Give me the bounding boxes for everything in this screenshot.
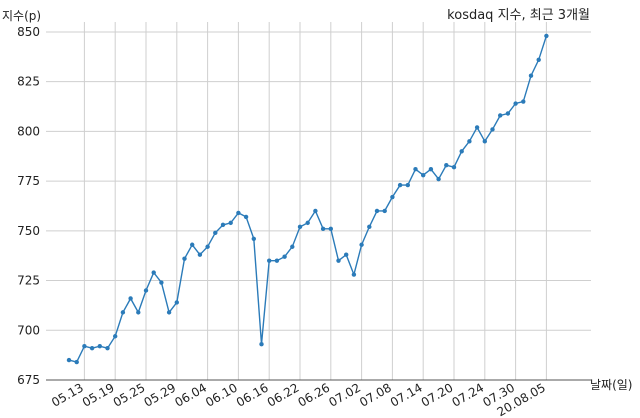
data-point: [367, 224, 372, 230]
data-point: [421, 172, 426, 178]
data-point: [151, 270, 156, 275]
data-point: [482, 139, 487, 144]
data-point: [328, 226, 333, 232]
data-point: [490, 127, 495, 132]
y-tick-label: 675: [17, 373, 40, 387]
y-tick-label: 750: [17, 224, 40, 238]
x-tick-label: 06.16: [234, 380, 271, 409]
data-point: [397, 182, 403, 188]
x-tick-label: 05.29: [142, 380, 179, 409]
x-axis-label: 날짜(일): [590, 378, 632, 392]
data-point: [213, 230, 218, 236]
x-tick-label: 07.20: [419, 380, 456, 409]
data-point: [174, 300, 179, 305]
data-point: [336, 258, 341, 263]
chart-title: kosdaq 지수, 최근 3개월: [447, 8, 590, 23]
data-point: [444, 163, 449, 168]
data-point: [282, 254, 287, 259]
data-point: [105, 345, 110, 351]
data-point: [413, 166, 418, 172]
x-tick-label: 06.22: [265, 380, 302, 409]
data-point: [251, 236, 256, 241]
data-point: [136, 310, 141, 315]
y-axis-label: 지수(p): [2, 9, 41, 23]
data-point: [536, 57, 541, 62]
data-point: [451, 164, 457, 170]
series-kosdaq: [66, 33, 549, 365]
x-tick-label: 06.10: [203, 380, 240, 409]
data-point: [474, 125, 480, 130]
data-point: [290, 244, 295, 249]
data-point: [143, 288, 149, 293]
data-point: [120, 310, 126, 315]
data-point: [505, 111, 511, 116]
y-tick-label: 800: [17, 124, 40, 138]
data-point: [159, 280, 164, 285]
y-tick-label: 725: [17, 274, 40, 288]
y-tick-label: 850: [17, 25, 40, 39]
data-point: [320, 226, 326, 232]
data-point: [390, 194, 395, 200]
grid-lines: [46, 22, 591, 381]
x-tick-label: 06.26: [296, 380, 333, 409]
data-point: [528, 73, 534, 78]
y-tick-label: 700: [17, 323, 40, 337]
data-point: [220, 222, 226, 228]
x-tick-labels: 05.1305.1905.2505.2906.0406.1006.1606.22…: [49, 380, 548, 418]
data-point: [243, 214, 249, 220]
x-tick-label: 05.13: [49, 380, 86, 409]
data-point: [544, 33, 549, 39]
x-tick-label: 07.24: [450, 380, 487, 409]
data-point: [467, 139, 472, 144]
data-point: [259, 342, 264, 347]
x-tick-label: 05.19: [80, 380, 117, 409]
data-point: [374, 208, 380, 214]
data-point: [197, 252, 203, 257]
data-point: [305, 220, 310, 226]
data-point: [313, 208, 318, 214]
data-point: [66, 357, 72, 363]
data-point: [513, 101, 518, 106]
data-point: [228, 220, 233, 226]
x-tick-label: 07.08: [357, 380, 394, 409]
data-point: [205, 244, 210, 249]
y-tick-label: 825: [17, 75, 40, 89]
data-point: [74, 359, 79, 365]
y-tick-label: 775: [17, 174, 40, 188]
data-point: [297, 224, 303, 230]
data-point: [274, 258, 280, 263]
data-point: [128, 296, 133, 301]
data-point: [267, 258, 272, 263]
y-tick-labels: 675 700 725 750 775 800 825 850: [17, 25, 40, 387]
data-point: [344, 252, 349, 257]
data-point: [351, 272, 357, 277]
data-point: [82, 343, 87, 349]
data-point: [182, 256, 187, 261]
data-point: [359, 242, 364, 247]
data-point: [190, 242, 195, 247]
data-point: [89, 345, 95, 351]
data-point: [382, 208, 387, 214]
data-point: [436, 176, 441, 182]
data-point: [459, 149, 464, 154]
x-tick-label: 06.04: [172, 380, 209, 409]
data-point: [97, 343, 103, 349]
data-point: [113, 334, 118, 339]
data-point: [405, 182, 410, 188]
data-point: [521, 99, 526, 104]
data-point: [166, 310, 172, 315]
data-point: [498, 113, 503, 118]
data-point: [428, 166, 434, 172]
x-tick-label: 07.02: [326, 380, 363, 409]
series-line: [68, 35, 548, 363]
data-point: [236, 210, 241, 216]
x-tick-label: 07.14: [388, 380, 425, 409]
x-tick-label: 05.25: [111, 380, 148, 409]
